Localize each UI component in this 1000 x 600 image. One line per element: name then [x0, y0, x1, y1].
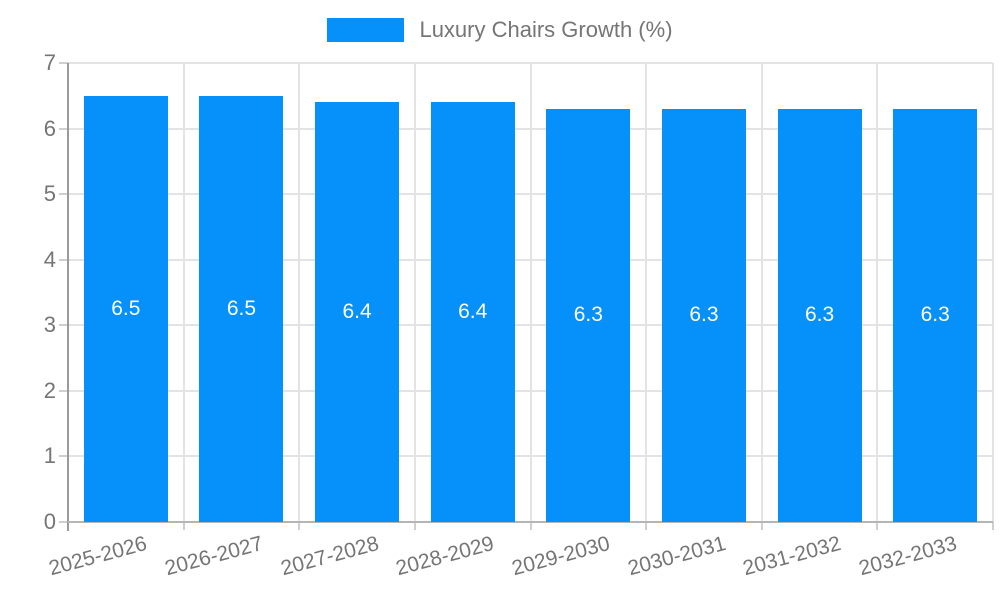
x-axis-tick [992, 522, 994, 530]
bar-value-label: 6.4 [458, 300, 488, 324]
y-axis-label: 5 [43, 181, 56, 207]
x-axis-tick [645, 522, 648, 530]
x-axis-tick [298, 522, 301, 530]
v-gridline [992, 63, 994, 522]
y-axis-tick [59, 389, 68, 392]
x-axis-label: 2025-2026 [46, 532, 150, 581]
y-axis-tick [59, 193, 68, 196]
y-axis-label: 6 [43, 115, 56, 141]
bar[interactable] [315, 102, 400, 522]
bar-value-label: 6.3 [689, 303, 719, 327]
bar[interactable] [199, 95, 284, 522]
x-axis-line [68, 521, 993, 523]
x-axis-label: 2028-2029 [393, 532, 497, 581]
y-axis-tick [59, 521, 68, 523]
bar[interactable] [546, 108, 631, 522]
y-axis-label: 4 [43, 246, 56, 272]
bar-value-label: 6.5 [111, 296, 141, 320]
bar-value-label: 6.3 [920, 303, 950, 327]
bar-value-label: 6.3 [804, 303, 835, 327]
x-axis-tick [760, 522, 763, 530]
bar[interactable] [777, 108, 862, 522]
v-gridline [413, 63, 416, 522]
v-gridline [182, 63, 185, 522]
y-axis-tick [59, 127, 68, 130]
bar-value-label: 6.3 [573, 303, 603, 327]
y-axis-label: 1 [43, 443, 56, 469]
bar[interactable] [430, 102, 515, 522]
x-axis-label: 2031-2032 [740, 532, 844, 581]
bar-value-label: 6.4 [342, 300, 372, 324]
x-axis-tick [182, 522, 185, 530]
y-axis-label: 2 [43, 377, 56, 403]
bar[interactable] [893, 108, 978, 522]
y-axis-tick [59, 455, 68, 458]
x-axis-tick [876, 522, 879, 530]
y-axis-line [67, 63, 69, 531]
x-axis-label: 2027-2028 [278, 532, 382, 581]
x-axis-label: 2029-2030 [509, 532, 613, 581]
y-axis-label: 7 [43, 50, 56, 75]
v-gridline [876, 63, 879, 522]
x-axis-tick [413, 522, 416, 530]
legend[interactable]: Luxury Chairs Growth (%) [0, 17, 1000, 43]
y-axis-tick [59, 324, 68, 327]
v-gridline [298, 63, 301, 522]
bar[interactable] [83, 95, 168, 522]
legend-label: Luxury Chairs Growth (%) [419, 17, 673, 42]
x-axis-label: 2030-2031 [624, 532, 728, 581]
bar-value-label: 6.5 [226, 296, 257, 320]
legend-swatch [327, 18, 405, 42]
x-axis-tick [529, 522, 532, 530]
y-axis-tick [59, 258, 68, 261]
v-gridline [645, 63, 648, 522]
y-axis-tick [59, 62, 68, 64]
bar[interactable] [661, 108, 746, 522]
x-axis-label: 2026-2027 [162, 532, 266, 581]
x-axis-label: 2032-2033 [856, 532, 960, 581]
y-axis-label: 3 [43, 312, 56, 338]
v-gridline [760, 63, 763, 522]
y-axis-label: 0 [43, 509, 56, 534]
v-gridline [529, 63, 532, 522]
